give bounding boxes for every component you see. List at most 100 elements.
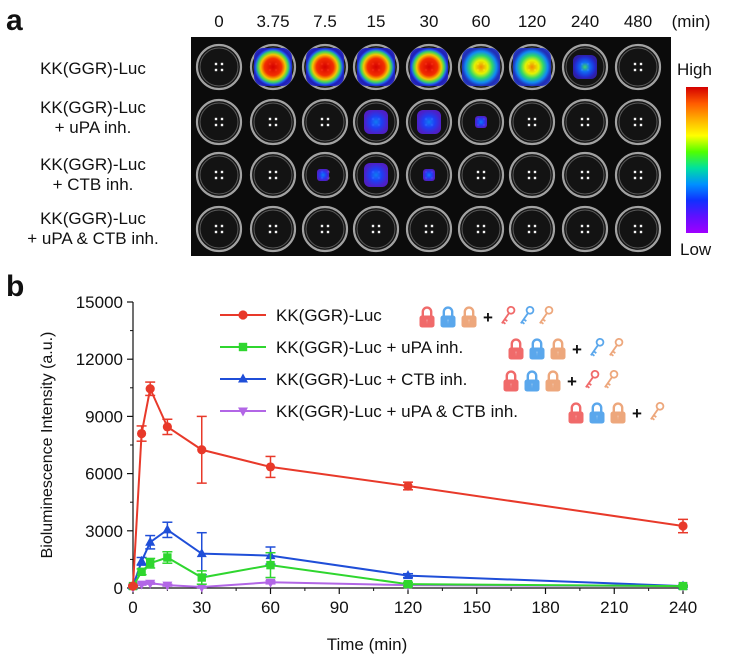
- error-bar: [145, 581, 156, 585]
- error-bar: [678, 584, 688, 588]
- orange-key-icon: [601, 368, 620, 391]
- plate-well: [405, 98, 453, 146]
- blue-key-icon: [587, 336, 606, 359]
- series: [128, 551, 688, 591]
- data-point: [162, 422, 172, 432]
- data-point: [145, 579, 156, 589]
- plate-well: [249, 205, 297, 253]
- bioluminescence-signal: [317, 169, 329, 181]
- error-bar: [196, 531, 207, 576]
- y-tick-label: 15000: [76, 293, 123, 312]
- data-point: [265, 462, 276, 472]
- row-label-line1: KK(GGR)-Luc: [40, 98, 146, 117]
- error-bar: [136, 425, 147, 442]
- well-plate-image: [191, 37, 671, 256]
- legend-label: KK(GGR)-Luc + uPA inh.: [276, 338, 463, 357]
- row-label-line2: + CTB inh.: [52, 175, 134, 194]
- bioluminescence-signal: [423, 169, 435, 181]
- scale-high-label: High: [677, 60, 712, 79]
- row-label-line2: + uPA inh.: [54, 118, 132, 137]
- data-point: [163, 553, 172, 562]
- red-lock-icon: [507, 338, 525, 361]
- red-lock-icon: [567, 402, 585, 425]
- data-point: [137, 567, 146, 576]
- error-bar: [265, 580, 276, 585]
- plate-well: [249, 43, 297, 91]
- row-label: KK(GGR)-Luc + uPA inh.: [0, 98, 186, 138]
- row-label-line1: KK(GGR)-Luc: [40, 209, 146, 228]
- plate-well: [457, 98, 505, 146]
- panel-b-letter: b: [6, 270, 25, 303]
- plate-well: [561, 98, 609, 146]
- scale-low-label: Low: [680, 240, 712, 259]
- error-bar: [145, 381, 156, 397]
- red-key-icon: [498, 304, 517, 327]
- plate-well: [301, 98, 349, 146]
- error-bar: [678, 518, 688, 534]
- x-axis-ticks: 0 30 60 90 120 150 180 210 240: [128, 588, 697, 617]
- time-label: 15: [366, 12, 386, 31]
- plate-well: [249, 151, 297, 199]
- bioluminescence-signal: [306, 48, 344, 86]
- error-bar: [145, 557, 156, 569]
- plate-well: [195, 151, 243, 199]
- error-bar: [136, 556, 147, 566]
- row-label-line2: + uPA & CTB inh.: [27, 229, 159, 248]
- y-tick-label: 12000: [76, 350, 123, 369]
- data-point: [678, 580, 688, 590]
- well-plate-grid: [195, 43, 662, 253]
- data-point: [128, 580, 138, 590]
- bioluminescence-signal: [410, 48, 448, 86]
- plate-well: [561, 205, 609, 253]
- legend-label: KK(GGR)-Luc + uPA & CTB inh.: [276, 402, 518, 421]
- orange-key-icon: [647, 400, 666, 423]
- time-label: 7.5: [313, 12, 337, 31]
- data-point: [265, 550, 276, 560]
- plate-well: [508, 151, 556, 199]
- time-label: 240: [570, 12, 600, 31]
- data-point: [145, 559, 155, 568]
- time-label: 0: [214, 12, 224, 31]
- plate-well: [352, 43, 400, 91]
- legend-item: KK(GGR)-Luc + CTB inh. +: [220, 368, 620, 393]
- error-bar: [403, 581, 413, 587]
- data-point: [136, 580, 147, 590]
- plate-well: [301, 205, 349, 253]
- bioluminescence-signal: [475, 116, 487, 128]
- data-point: [128, 581, 138, 591]
- time-unit-label: (min): [671, 12, 711, 31]
- x-tick-label: 60: [261, 598, 280, 617]
- error-bar: [265, 546, 276, 565]
- error-bar: [678, 584, 688, 588]
- y-axis-title: Bioluminescence Intensity (a.u.): [39, 332, 56, 559]
- plate-well: [301, 151, 349, 199]
- error-bar: [136, 582, 147, 586]
- data-point: [265, 578, 276, 588]
- legend-label: KK(GGR)-Luc: [276, 306, 382, 325]
- error-bar: [128, 584, 138, 588]
- data-point: [266, 560, 275, 570]
- data-point: [136, 555, 147, 565]
- y-tick-label: 0: [114, 579, 123, 598]
- data-point: [678, 521, 688, 531]
- legend-item: KK(GGR)-Luc + uPA & CTB inh. +: [220, 400, 666, 425]
- blue-key-icon: [517, 304, 536, 327]
- plate-well: [405, 151, 453, 199]
- plate-well: [508, 43, 556, 91]
- plate-well: [614, 205, 662, 253]
- row-label: KK(GGR)-Luc: [0, 59, 186, 79]
- error-bar: [128, 584, 138, 588]
- error-bar: [265, 551, 276, 579]
- x-tick-label: 120: [394, 598, 422, 617]
- series-line: [132, 581, 684, 589]
- plate-well: [508, 98, 556, 146]
- error-bar: [162, 551, 173, 564]
- data-point: [136, 428, 147, 439]
- orange-key-icon: [606, 336, 625, 359]
- blue-lock-icon: [439, 306, 457, 329]
- series: [128, 578, 688, 593]
- bioluminescence-signal: [417, 110, 441, 134]
- error-bar: [136, 568, 147, 576]
- data-point: [678, 582, 688, 592]
- plus-icon: +: [632, 404, 642, 423]
